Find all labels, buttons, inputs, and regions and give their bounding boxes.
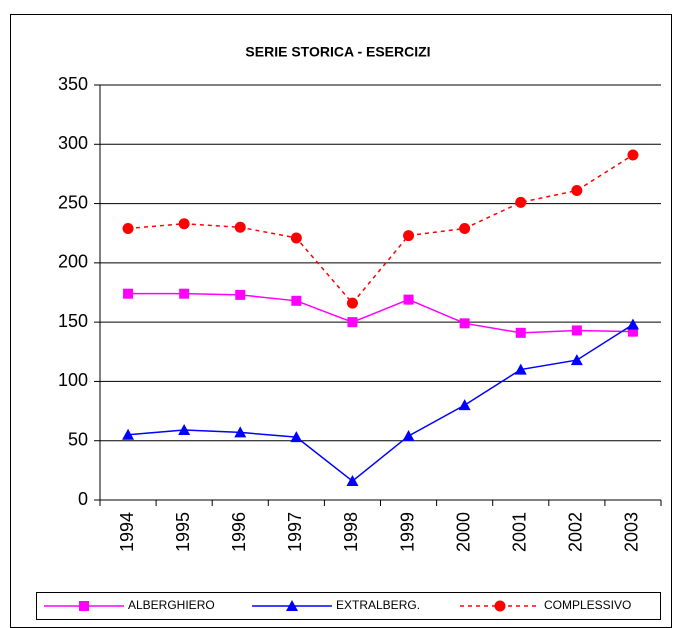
marker — [179, 288, 190, 299]
x-tick-label: 1994 — [117, 512, 137, 552]
legend-label: COMPLESSIVO — [544, 598, 631, 612]
marker — [178, 424, 191, 436]
x-tick-label: 1997 — [285, 512, 305, 552]
marker — [514, 363, 527, 375]
marker — [346, 297, 358, 309]
marker — [122, 222, 134, 234]
marker — [570, 354, 583, 366]
x-tick-label: 1995 — [173, 512, 193, 552]
chart-title: SERIE STORICA - ESERCIZI — [245, 44, 430, 60]
marker — [290, 431, 303, 443]
x-tick-label: 2001 — [510, 512, 530, 552]
marker — [234, 426, 247, 438]
marker — [626, 318, 639, 330]
legend-box — [36, 592, 661, 620]
marker — [515, 327, 526, 338]
marker — [403, 294, 414, 305]
y-tick-label: 350 — [58, 74, 88, 94]
y-tick-label: 250 — [58, 192, 88, 212]
x-tick-label: 1998 — [341, 512, 361, 552]
marker — [290, 232, 302, 244]
x-tick-label: 1999 — [397, 512, 417, 552]
y-tick-label: 100 — [58, 370, 88, 390]
marker — [235, 289, 246, 300]
series-line — [128, 292, 633, 334]
marker — [494, 600, 506, 612]
y-tick-label: 300 — [58, 133, 88, 153]
x-tick-label: 1996 — [229, 512, 249, 552]
chart-frame — [10, 14, 672, 628]
marker — [79, 601, 89, 611]
series-line — [127, 323, 634, 482]
y-tick-label: 0 — [78, 489, 88, 509]
marker — [627, 149, 639, 161]
y-tick-label: 200 — [58, 252, 88, 272]
marker — [346, 475, 359, 487]
marker — [122, 428, 135, 440]
marker — [571, 185, 583, 197]
y-tick-label: 150 — [58, 311, 88, 331]
marker — [291, 295, 302, 306]
x-tick-label: 2002 — [566, 512, 586, 552]
marker — [347, 317, 358, 328]
legend-label: EXTRALBERG. — [336, 598, 420, 612]
marker — [286, 600, 298, 611]
x-tick-label: 2003 — [622, 512, 642, 552]
marker — [403, 230, 415, 242]
marker — [459, 318, 470, 329]
marker — [515, 196, 527, 208]
marker — [123, 288, 134, 299]
x-tick-label: 2000 — [453, 512, 473, 552]
marker — [571, 325, 582, 336]
marker — [178, 218, 190, 230]
marker — [627, 326, 638, 337]
marker — [459, 222, 471, 234]
legend-label: ALBERGHIERO — [128, 598, 215, 612]
series-line — [127, 154, 634, 305]
marker — [234, 221, 246, 233]
marker — [458, 399, 471, 411]
y-tick-label: 50 — [68, 429, 88, 449]
marker — [402, 429, 415, 441]
